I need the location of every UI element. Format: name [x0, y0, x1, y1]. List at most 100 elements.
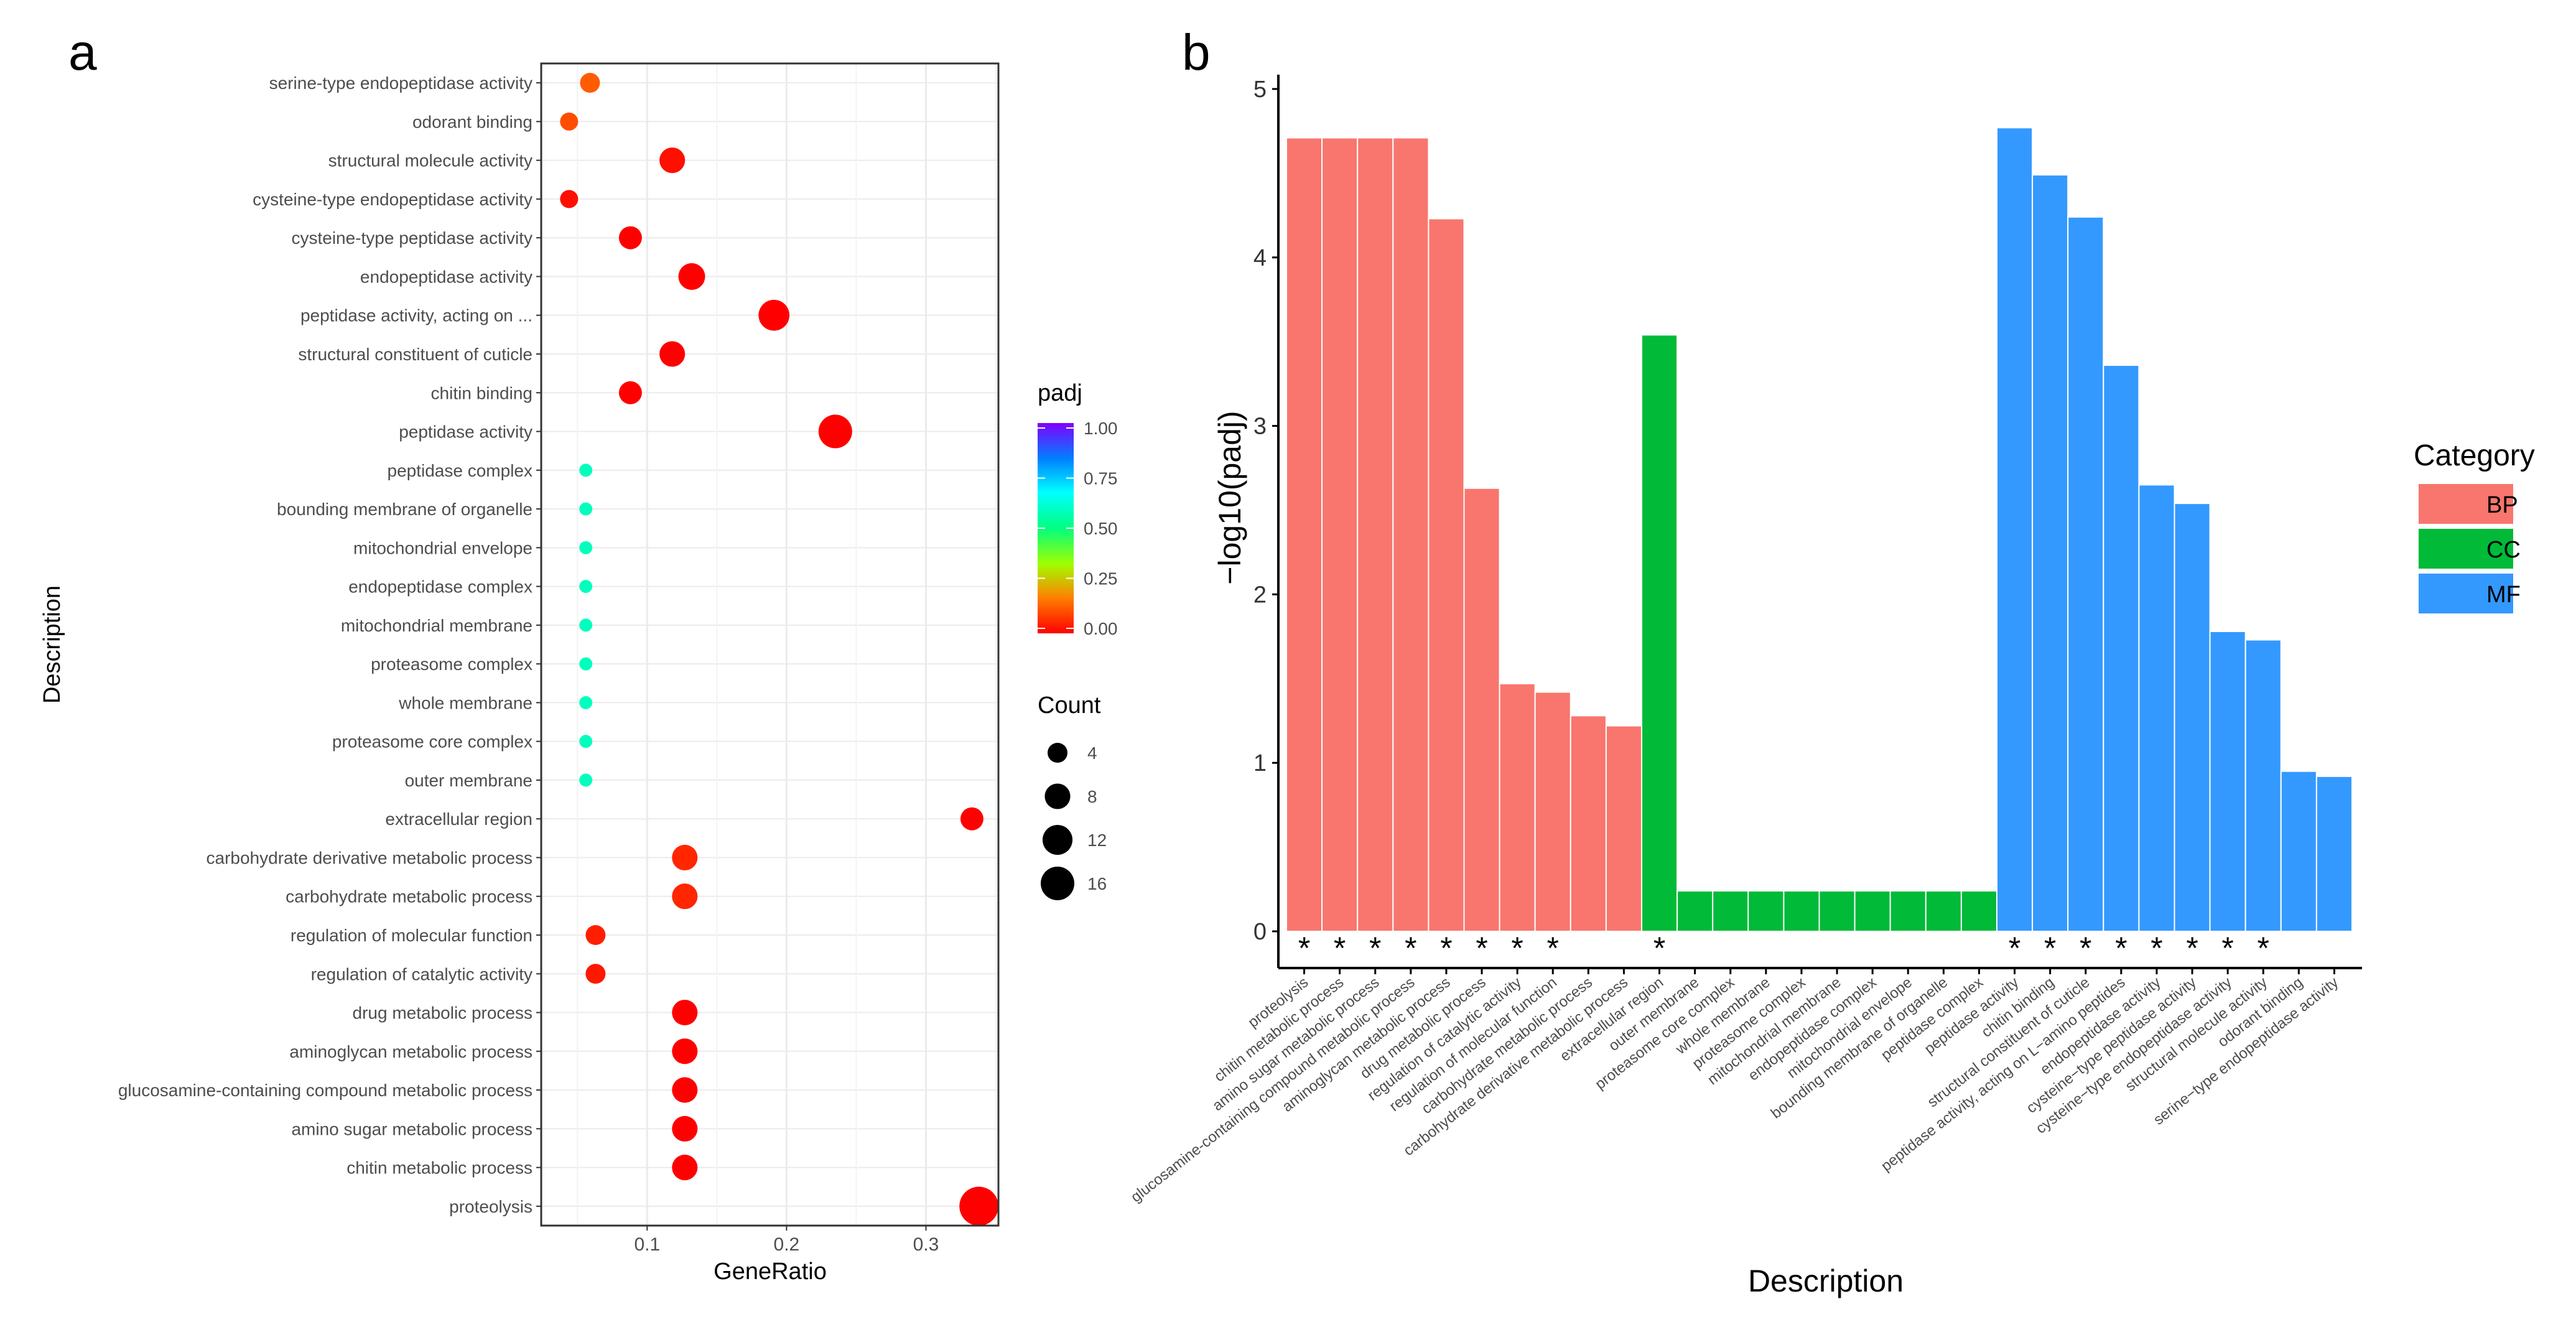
significance-star: * — [1653, 931, 1665, 966]
x-tick-label: 0.3 — [913, 1234, 939, 1255]
panel-a-points — [560, 73, 999, 1226]
y-tick-label: structural constituent of cuticle — [298, 345, 532, 364]
count-legend-label: 4 — [1087, 743, 1097, 763]
significance-star: * — [2257, 931, 2269, 966]
significance-star: * — [2151, 931, 2162, 966]
data-point — [580, 73, 600, 93]
panel-b-x-axis-title: Description — [1748, 1264, 1904, 1298]
count-legend-title: Count — [1038, 692, 1101, 719]
y-tick-label: carbohydrate derivative metabolic proces… — [207, 848, 532, 867]
bar — [2032, 174, 2069, 932]
significance-star: * — [2044, 931, 2056, 966]
data-point — [672, 1115, 698, 1142]
data-point — [672, 883, 698, 910]
category-legend-title: Category — [2414, 439, 2535, 472]
bar — [2138, 484, 2175, 932]
data-point — [659, 341, 686, 367]
data-point — [579, 580, 593, 594]
significance-star: * — [1298, 931, 1310, 966]
bar — [1357, 137, 1394, 933]
significance-star: * — [1369, 931, 1381, 966]
count-legend-dot — [1041, 867, 1074, 900]
significance-star: * — [2009, 931, 2020, 966]
data-point — [579, 735, 593, 748]
panel-a-gridlines — [541, 63, 998, 1226]
bar — [2067, 216, 2104, 933]
count-legend-items: 4 8 12 16 — [1041, 743, 1107, 900]
data-point — [659, 147, 686, 174]
count-legend-label: 8 — [1087, 787, 1097, 806]
data-point — [560, 190, 579, 208]
data-point — [579, 502, 593, 516]
y-tick-label: proteasome complex — [371, 654, 532, 674]
bar — [1676, 890, 1714, 933]
significance-star: * — [1511, 931, 1523, 966]
significance-star: * — [1405, 931, 1416, 966]
data-point — [579, 696, 593, 709]
y-tick-label: whole membrane — [398, 693, 532, 712]
y-tick-label: serine-type endopeptidase activity — [269, 73, 532, 93]
significance-star: * — [2080, 931, 2091, 966]
y-tick-label: peptidase activity — [399, 422, 532, 442]
y-tick-label: cysteine-type endopeptidase activity — [253, 190, 532, 209]
bar — [1854, 890, 1891, 933]
bar — [1818, 890, 1856, 933]
data-point — [678, 263, 705, 290]
y-tick-label: endopeptidase activity — [360, 267, 532, 286]
data-point — [672, 1077, 698, 1103]
bar — [1605, 725, 1642, 933]
y-tick-label: endopeptidase complex — [348, 577, 532, 597]
colorbar-tick-label: 0.00 — [1084, 619, 1118, 638]
bar — [2174, 503, 2211, 932]
colorbar-tick-label: 1.00 — [1084, 419, 1118, 438]
data-point — [579, 541, 593, 554]
bar — [1641, 334, 1678, 932]
panel-b-label: b — [1182, 24, 1211, 81]
y-tick-label: outer membrane — [405, 771, 532, 790]
panel-a-y-axis-title: Description — [39, 585, 65, 704]
data-point — [672, 844, 698, 871]
panel-a-plot-border — [540, 62, 1000, 1227]
count-legend-dot — [1042, 824, 1073, 855]
data-point — [579, 657, 593, 671]
y-tick-label: 5 — [1253, 77, 1267, 103]
x-tick-label: 0.2 — [774, 1234, 800, 1255]
y-tick-label: carbohydrate metabolic process — [286, 887, 532, 906]
bar — [1712, 890, 1749, 933]
y-tick-label: regulation of molecular function — [291, 926, 532, 945]
bar — [1534, 691, 1571, 932]
y-tick-label: 4 — [1253, 245, 1267, 271]
data-point — [672, 1155, 698, 1181]
data-point — [758, 299, 790, 331]
data-point — [585, 964, 606, 984]
significance-star: * — [1334, 931, 1346, 966]
data-point — [579, 618, 593, 632]
y-tick-label: bounding membrane of organelle — [277, 500, 532, 519]
significance-star: * — [2115, 931, 2127, 966]
y-tick-label: structural molecule activity — [328, 151, 532, 170]
bar — [1286, 137, 1323, 933]
data-point — [960, 807, 983, 831]
panel-b-bars — [1286, 127, 2353, 933]
y-tick-label: drug metabolic process — [353, 1003, 532, 1023]
significance-star: * — [2186, 931, 2198, 966]
data-point — [818, 414, 852, 449]
category-legend-swatch — [2419, 574, 2513, 613]
y-tick-label: 3 — [1253, 414, 1267, 440]
y-tick-label: proteasome core complex — [332, 732, 532, 752]
bar — [1747, 890, 1785, 933]
y-tick-label: 1 — [1253, 750, 1267, 776]
bar — [1960, 890, 1997, 933]
padj-legend-title: padj — [1038, 380, 1082, 406]
category-legend-label: BP — [2486, 492, 2518, 518]
data-point — [560, 112, 579, 131]
bar — [2315, 775, 2353, 933]
data-point — [959, 1186, 999, 1226]
data-point — [672, 999, 698, 1026]
count-legend-label: 16 — [1087, 874, 1107, 893]
bar — [1428, 218, 1465, 932]
category-legend-label: MF — [2486, 582, 2521, 608]
y-tick-label: amino sugar metabolic process — [291, 1119, 532, 1138]
